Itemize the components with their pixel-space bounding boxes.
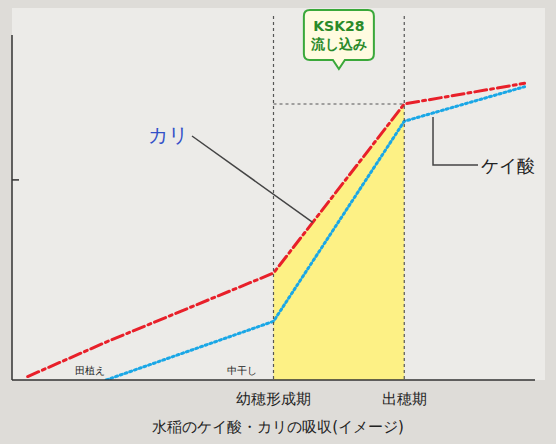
leader-line [192, 136, 313, 222]
band-group [274, 83, 405, 380]
leader-line [433, 117, 478, 165]
callout-line: 流し込み [310, 36, 367, 52]
x-axis [12, 379, 535, 381]
y-tick [12, 179, 19, 181]
x-tick-label: 幼穂形成期 [236, 390, 311, 408]
ksk28-band [274, 83, 405, 380]
callout-line: KSK28 [313, 18, 364, 34]
chart: 幼穂形成期 出穂期 田植え 中干し カリケイ酸 KSK28 流し込み水稲のケイ酸・カリの吸収… [0, 0, 556, 444]
callout-text: KSK28 流し込み [310, 18, 367, 52]
y-axis [11, 35, 13, 380]
series-label: カリ [148, 123, 188, 147]
annotation: 中干し [227, 365, 257, 376]
plot-background [12, 8, 545, 380]
series-label: ケイ酸 [481, 155, 535, 176]
x-gridline [273, 16, 274, 380]
series-line [106, 87, 524, 380]
series-line [28, 83, 525, 376]
x-gridline [404, 16, 405, 380]
background [0, 0, 556, 444]
chart-title: 水稲のケイ酸・カリの吸収(イメージ) [152, 418, 404, 436]
annotation: 田植え [75, 365, 105, 376]
plot-area [28, 83, 525, 380]
level-line [274, 103, 405, 104]
callout-box [304, 10, 374, 69]
x-tick-label: 出穂期 [382, 390, 427, 408]
